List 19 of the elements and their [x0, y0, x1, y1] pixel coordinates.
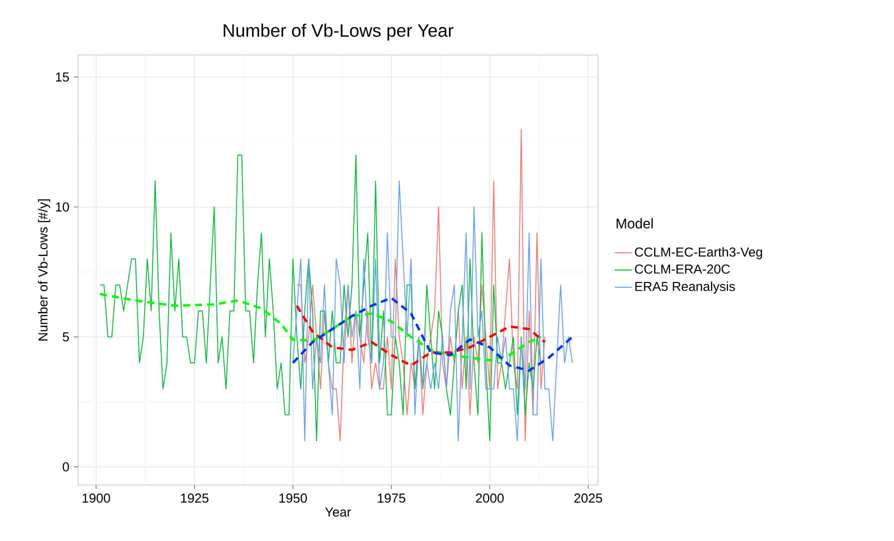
- x-tick-label: 2025: [574, 494, 602, 503]
- legend-label: ERA5 Reanalysis: [635, 282, 735, 294]
- y-tick-label: 10: [56, 202, 69, 212]
- x-tick-label: 1950: [279, 494, 307, 503]
- legend-label: CCLM-EC-Earth3-Veg: [634, 247, 762, 260]
- y-axis-title: Number of Vb-Lows [#/y]: [38, 199, 50, 340]
- y-tick-label: 5: [62, 332, 69, 342]
- x-axis-title: Year: [325, 508, 351, 517]
- chart-title: Number of Vb-Lows per Year: [224, 24, 454, 40]
- x-tick-label: 1900: [82, 494, 110, 503]
- x-tick-label: 2000: [476, 494, 504, 503]
- legend-title: Model: [616, 218, 653, 228]
- line-series: [98, 292, 542, 362]
- x-tick-label: 1975: [378, 494, 406, 503]
- legend-label: CCLM-ERA-20C: [634, 264, 730, 274]
- y-tick-label: 15: [56, 72, 69, 82]
- x-tick-label: 1925: [181, 494, 208, 503]
- line-series: [296, 304, 546, 367]
- y-tick-label: 0: [62, 462, 69, 472]
